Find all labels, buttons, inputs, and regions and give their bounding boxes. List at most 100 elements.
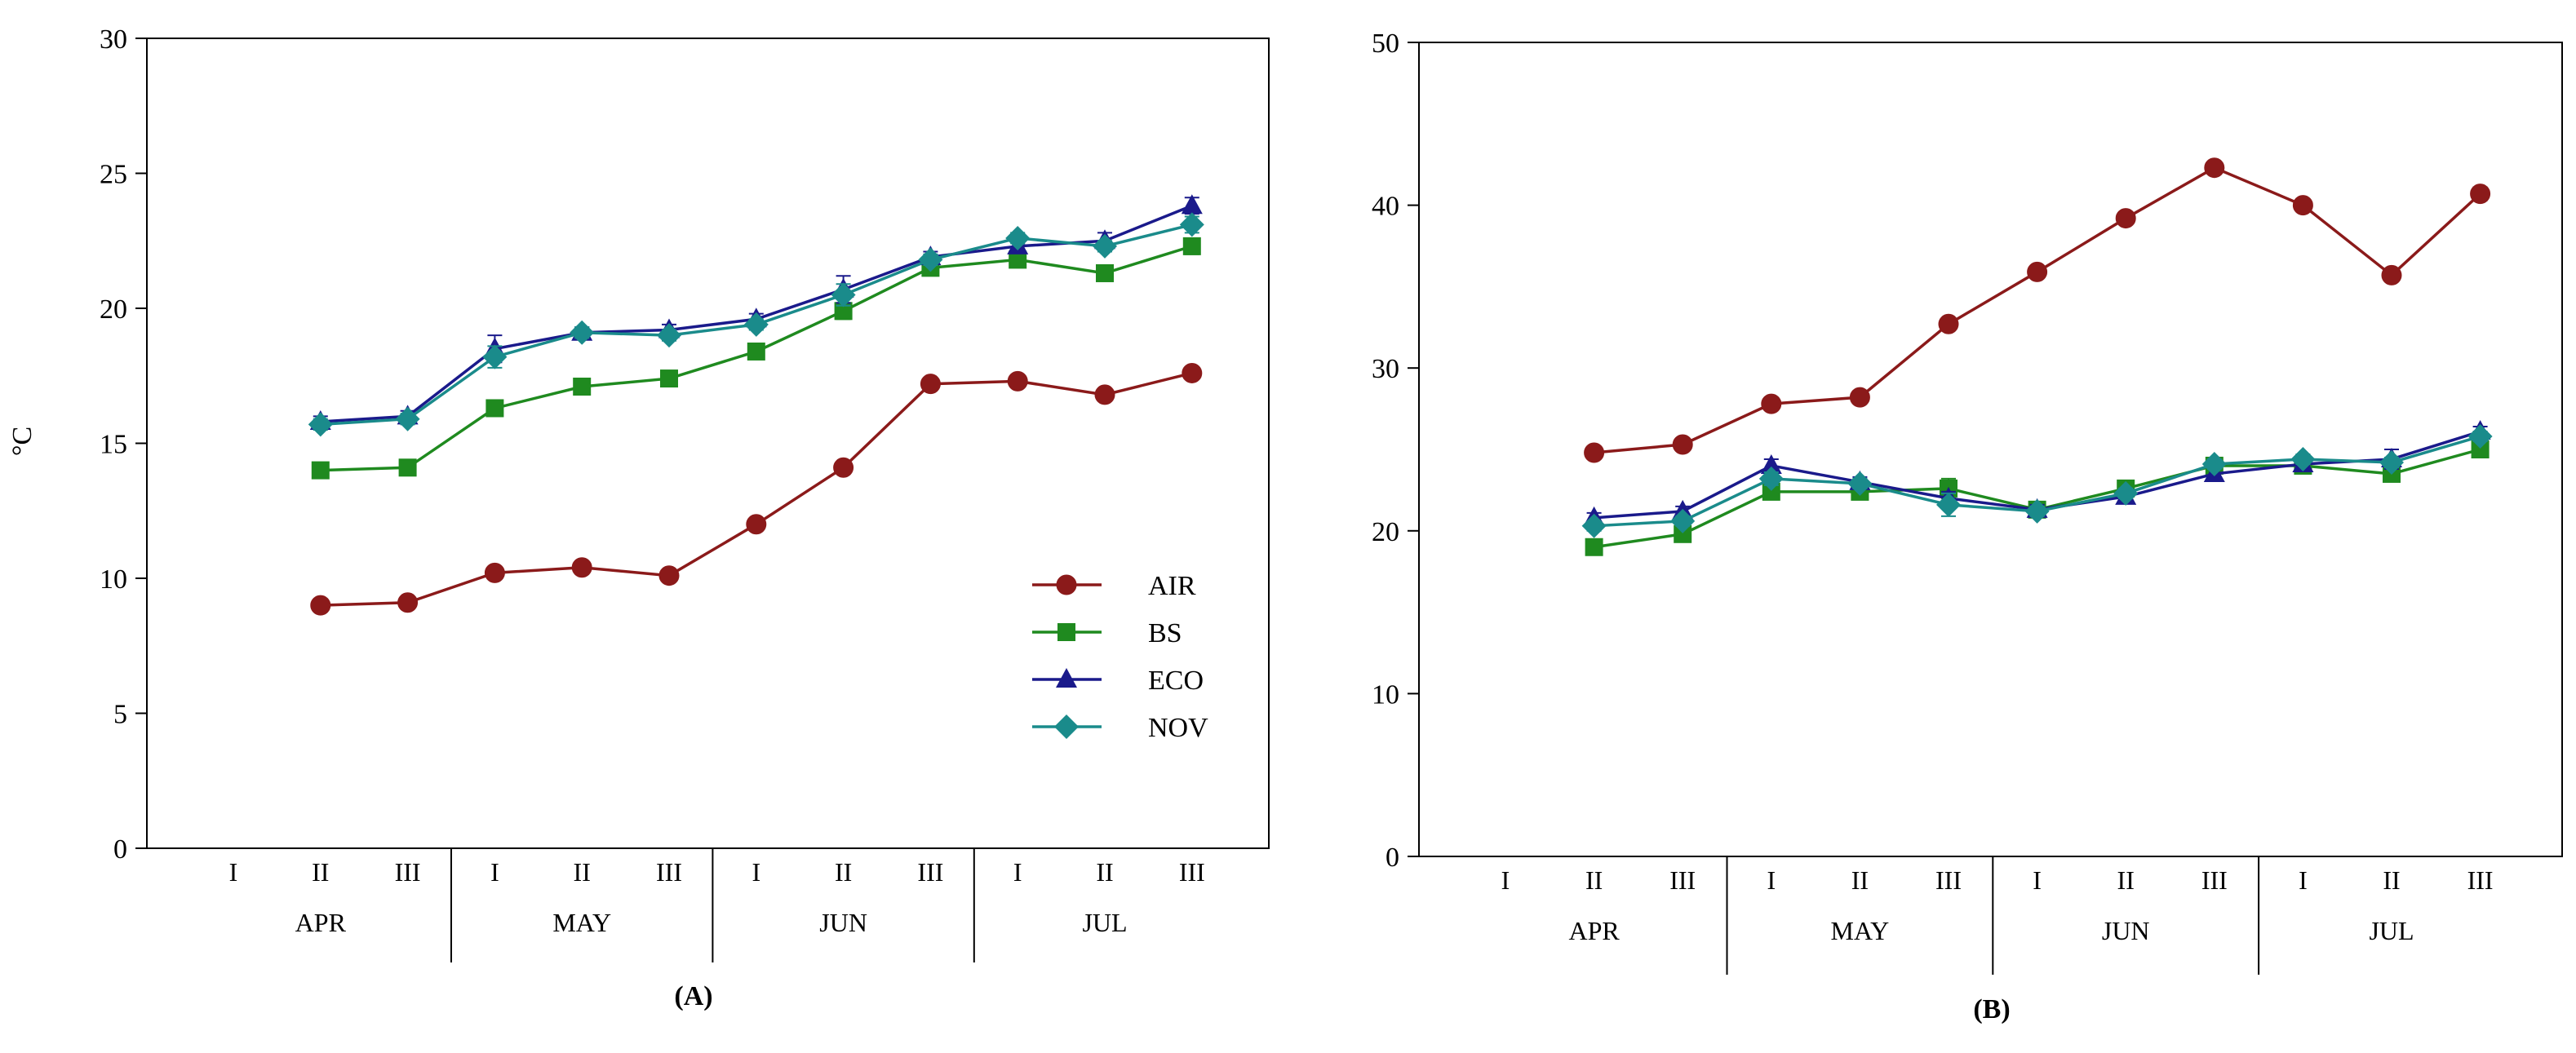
panel-a-data-point-bs (1182, 237, 1201, 255)
panel-b-x-tick-label: III (1935, 865, 1962, 895)
panel-a-legend-marker (1056, 574, 1077, 595)
panel-a-data-point-nov (743, 312, 769, 337)
panel-a-y-axis-label: °C (7, 427, 38, 456)
panel-b-y-tick-label: 20 (1372, 517, 1399, 547)
panel-b-x-tick-label: I (2299, 865, 2308, 895)
panel-b-month-label: MAY (1831, 916, 1890, 945)
panel-a-x-tick-label: III (1179, 857, 1205, 887)
panel-a-data-point-nov (570, 320, 595, 345)
panel-a-data-point-air (746, 514, 767, 535)
panel-b-month-label: JUL (2369, 916, 2414, 945)
panel-a-data-point-air (571, 557, 592, 578)
panel-a-x-tick-label: I (752, 857, 760, 887)
panel-b-y-tick-label: 40 (1372, 192, 1399, 222)
panel-a-month-label: JUN (819, 908, 867, 937)
panel-a-data-point-eco (1181, 194, 1203, 215)
panel-b-month-label: JUN (2102, 916, 2150, 945)
panel-a-data-point-bs (747, 342, 765, 361)
panel-a-data-point-bs (1096, 263, 1114, 282)
panel-b-series-air (1584, 157, 2491, 463)
panel-a-data-point-air (920, 374, 941, 395)
panel-b-data-point-nov (1936, 492, 1961, 517)
panel-b-data-point-air (1672, 434, 1693, 455)
panel-a-x-tick-label: II (312, 857, 329, 887)
panel-a-series-nov (308, 212, 1204, 437)
panel-a-series-line-air (320, 371, 1193, 607)
panel-a-x-tick-label: I (229, 857, 238, 887)
panel-b-data-point-air (1761, 393, 1782, 414)
panel-a-data-point-nov (1005, 225, 1031, 250)
panel-b-caption: (B) (1973, 994, 2010, 1024)
panel-b-data-point-eco (1760, 453, 1782, 474)
panel-b-x-tick-label: I (1767, 865, 1776, 895)
panel-a-y-tick-label: 15 (100, 430, 127, 460)
panel-b-series-nov (1581, 424, 2493, 538)
panel-b-x-tick-label: II (1851, 865, 1869, 895)
panel-a-x-tick-label: II (574, 857, 591, 887)
panel-a-legend-marker (1056, 668, 1077, 688)
panel-b-data-point-air (2381, 264, 2402, 285)
panel-a-y-tick-label: 25 (100, 160, 127, 190)
panel-b-data-point-nov (1847, 471, 1873, 496)
panel-b-data-point-nov (2024, 498, 2050, 524)
panel-a-month-label: APR (295, 908, 347, 937)
panel-a-legend-label: ECO (1148, 666, 1204, 696)
panel-b-series-line-air (1594, 166, 2481, 454)
panel-b-x-tick-label: III (2201, 865, 2228, 895)
panel-a-data-point-nov (308, 412, 333, 437)
panel-b-data-point-air (1938, 313, 1959, 334)
panel-a-legend-marker (1057, 623, 1075, 641)
panel-a-x-tick-label: II (1096, 857, 1113, 887)
panel-a-data-point-bs (485, 399, 504, 418)
panel-b-y-tick-label: 0 (1386, 843, 1399, 873)
panel-a-data-point-air (1007, 370, 1028, 392)
panel-b-x-tick-label: III (2467, 865, 2494, 895)
panel-a-data-point-air (1182, 362, 1203, 383)
panel-b-x-tick-label: I (2033, 865, 2042, 895)
panel-a-legend-label: NOV (1148, 713, 1208, 743)
panel-a-month-label: MAY (552, 908, 611, 937)
panel-a-y-tick-label: 5 (113, 700, 127, 730)
panel-b-data-point-nov (1758, 466, 1784, 491)
panel-a-x-tick-label: III (656, 857, 682, 887)
panel-a-data-point-nov (395, 406, 420, 431)
panel-a-data-point-nov (1179, 212, 1204, 237)
panel-a-x-tick-label: III (917, 857, 943, 887)
panel-b-data-point-air (1584, 442, 1605, 463)
panel-a-data-point-bs (660, 369, 678, 388)
panel-a-x-tick-label: II (835, 857, 852, 887)
panel-b-month-label: APR (1568, 916, 1620, 945)
panel-b-plot-frame (1418, 42, 2563, 857)
panel-a-y-tick-label: 30 (100, 24, 127, 55)
panel-a-data-point-nov (482, 344, 508, 369)
panel-a-data-point-air (484, 562, 505, 583)
panel-b-data-point-air (2115, 208, 2136, 229)
panel-b-data-point-nov (1670, 508, 1696, 533)
panel-a-data-point-air (310, 595, 331, 616)
panel-a-data-point-bs (573, 377, 592, 396)
panel-a-data-point-bs (834, 302, 853, 321)
panel-b-x-tick-label: II (1585, 865, 1603, 895)
panel-b-data-point-nov (2290, 446, 2316, 471)
panel-a-legend-label: AIR (1148, 571, 1196, 601)
panel-a-data-point-nov (918, 247, 943, 272)
panel-a-series-bs (311, 237, 1201, 480)
panel-a-y-tick-label: 0 (113, 834, 127, 865)
panel-a-data-point-bs (311, 461, 330, 480)
panel-b-x-tick-label: II (2383, 865, 2400, 895)
panel-b-data-point-bs (1585, 538, 1603, 556)
panel-a-y-tick-label: 10 (100, 564, 127, 595)
panel-b-data-point-bs (2471, 440, 2490, 458)
panel-a-legend-marker (1054, 715, 1079, 739)
panel-a-legend: AIR BS ECO NOV (1032, 571, 1208, 743)
panel-a-y-tick-label: 20 (100, 294, 127, 325)
panel-a-x-tick-label: III (395, 857, 421, 887)
panel-a-x-tick-label: I (1013, 857, 1022, 887)
panel-b-data-point-nov (2113, 480, 2139, 506)
panel-b-y-tick-label: 10 (1372, 679, 1399, 710)
panel-b-data-point-nov (1581, 513, 1607, 538)
panel-b-data-point-air (2027, 261, 2048, 282)
